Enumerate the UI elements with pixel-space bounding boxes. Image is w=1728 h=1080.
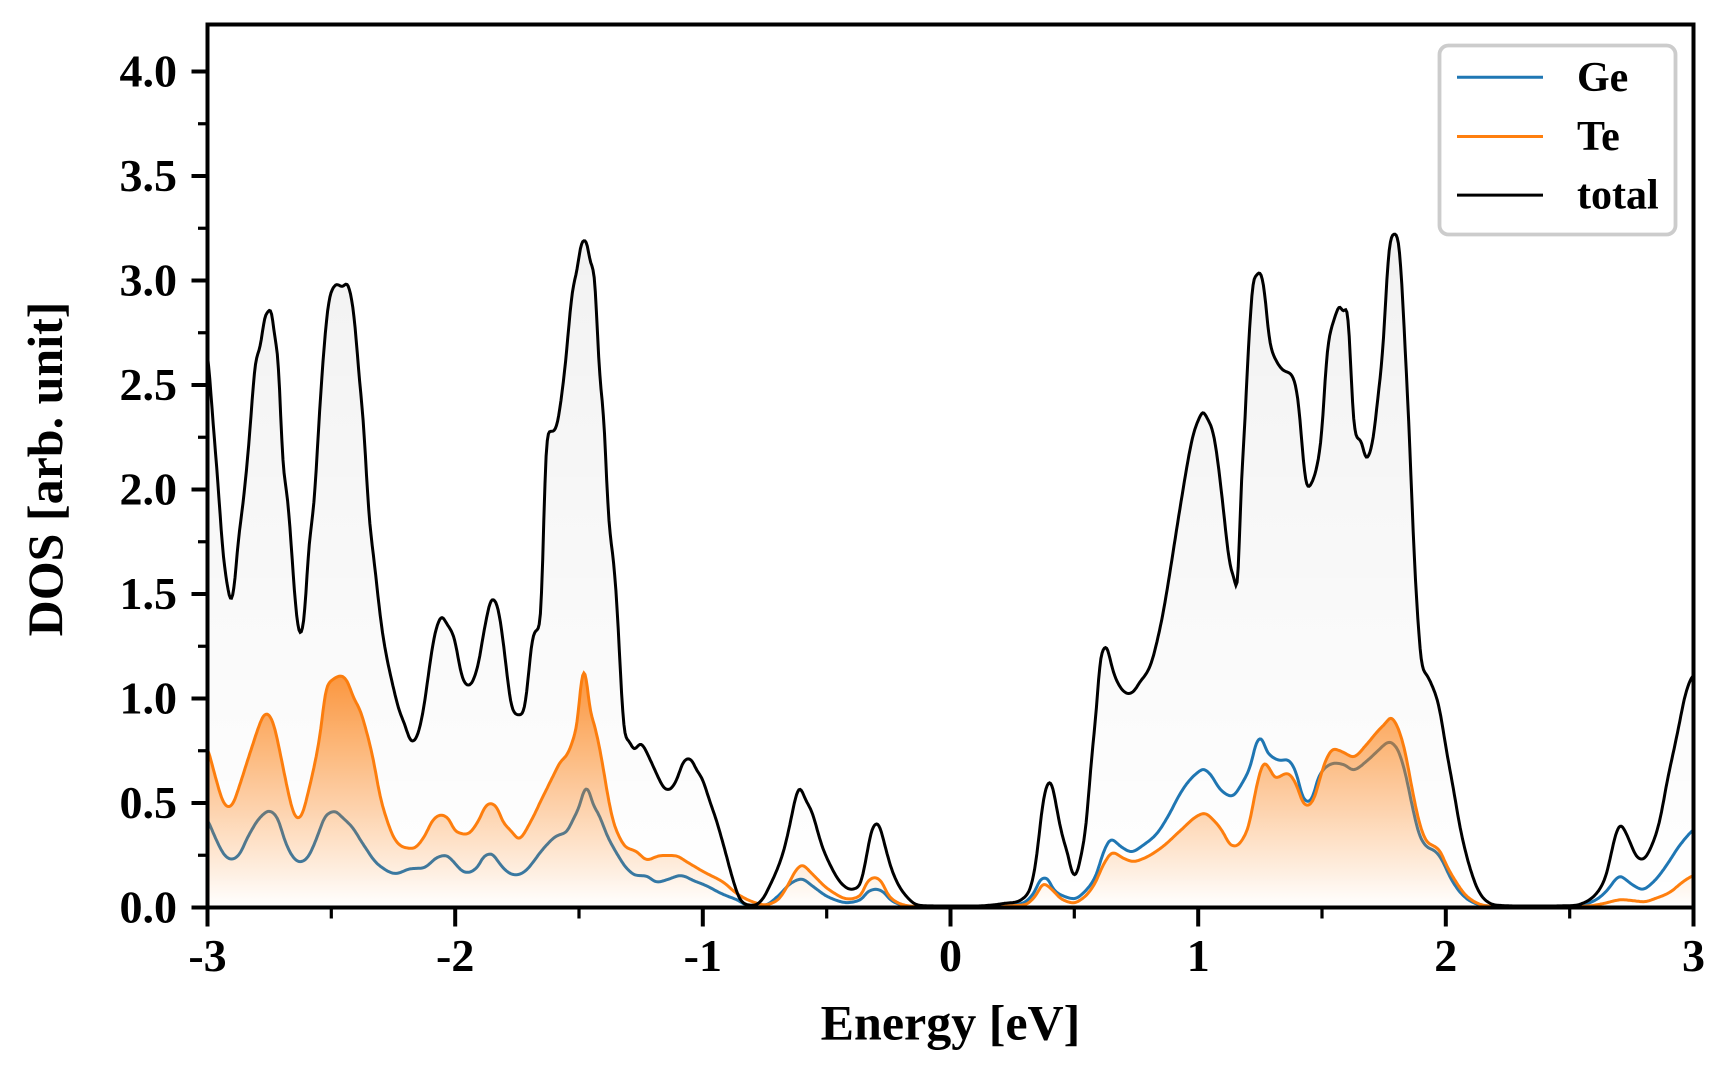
svg-text:3: 3 [1682, 930, 1705, 981]
svg-text:-3: -3 [188, 930, 226, 981]
svg-text:1.0: 1.0 [120, 673, 178, 724]
svg-text:0.5: 0.5 [120, 777, 178, 828]
svg-text:2.5: 2.5 [120, 359, 178, 410]
svg-text:Te: Te [1577, 114, 1620, 160]
svg-text:1: 1 [1187, 930, 1210, 981]
svg-text:2.0: 2.0 [120, 464, 178, 515]
svg-text:DOS [arb. unit]: DOS [arb. unit] [17, 302, 73, 637]
svg-text:4.0: 4.0 [120, 46, 178, 97]
svg-text:Energy [eV]: Energy [eV] [821, 995, 1081, 1051]
svg-text:2: 2 [1434, 930, 1457, 981]
svg-text:-1: -1 [684, 930, 722, 981]
svg-text:1.5: 1.5 [120, 568, 178, 619]
svg-text:total: total [1577, 173, 1659, 219]
svg-text:-2: -2 [436, 930, 474, 981]
svg-text:Ge: Ge [1577, 55, 1628, 101]
svg-text:3.5: 3.5 [120, 150, 178, 201]
svg-text:0.0: 0.0 [120, 882, 178, 933]
svg-text:0: 0 [939, 930, 962, 981]
svg-text:3.0: 3.0 [120, 255, 178, 306]
